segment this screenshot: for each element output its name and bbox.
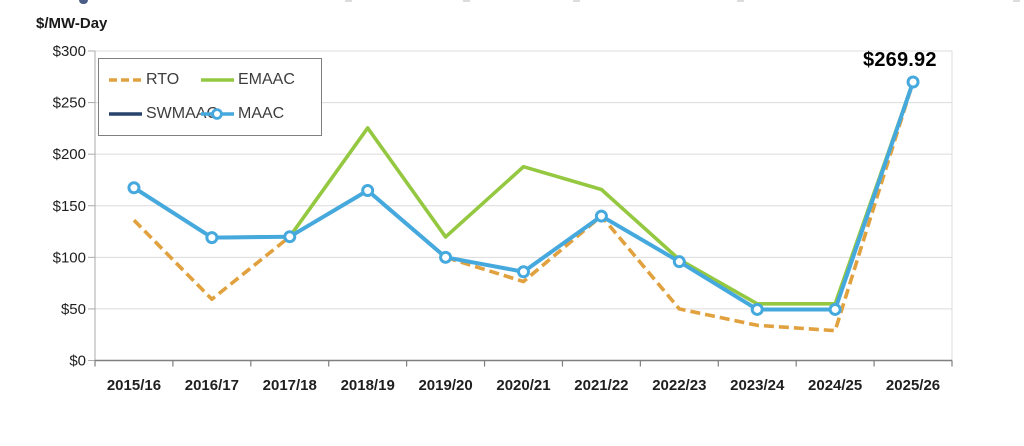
x-tick-label: 2015/16 (107, 377, 161, 394)
x-tick-label: 2024/25 (808, 377, 862, 394)
legend-item-rto: RTO (108, 67, 200, 93)
y-tick-label: $50 (61, 301, 86, 318)
value-axis-unit-label: $/MW-Day (36, 15, 108, 32)
y-tick-label: $200 (53, 146, 86, 163)
chart-legend: RTO EMAAC SWMAAC MAAC (98, 58, 322, 136)
series-marker-maac (750, 302, 764, 316)
legend-key-rto (109, 78, 142, 82)
x-tick-label: 2025/26 (886, 377, 940, 394)
cropped-top-artifact (79, 0, 88, 4)
series-line-rto (132, 81, 915, 333)
series-marker-maac (828, 302, 842, 316)
x-tick-label: 2016/17 (185, 377, 239, 394)
x-tick-label: 2020/21 (496, 377, 550, 394)
legend-item-maac: MAAC (200, 101, 321, 127)
x-tick-label: 2017/18 (263, 377, 317, 394)
series-marker-maac (361, 184, 375, 198)
y-tick-label: $100 (53, 249, 86, 266)
cropped-top-artifact (737, 0, 744, 2)
legend-label-maac: MAAC (238, 105, 285, 122)
legend-key-swmaac (109, 112, 142, 116)
x-tick-label: 2023/24 (730, 377, 785, 394)
legend-item-emaac: EMAAC (200, 67, 321, 93)
cropped-top-artifact (1013, 0, 1020, 2)
series-marker-maac (127, 181, 141, 195)
cropped-top-artifact (573, 0, 580, 2)
legend-item-swmaac: SWMAAC (108, 101, 218, 127)
series-marker-maac (517, 265, 530, 279)
y-tick-label: $0 (69, 353, 86, 370)
x-tick-label: 2019/20 (418, 377, 472, 394)
series-marker-maac (594, 209, 608, 223)
legend-key-maac (201, 108, 234, 120)
y-tick-label: $250 (53, 95, 86, 112)
x-tick-label: 2021/22 (574, 377, 628, 394)
x-tick-label: 2022/23 (652, 377, 706, 394)
legend-label-emaac: EMAAC (238, 71, 295, 88)
legend-label-swmaac: SWMAAC (146, 105, 218, 122)
y-tick-label: $300 (53, 43, 86, 60)
legend-label-rto: RTO (146, 71, 180, 88)
series-marker-maac (672, 255, 686, 269)
series-marker-maac (439, 250, 453, 264)
series-marker-maac (205, 231, 219, 245)
final-value-annotation: $269.92 (863, 49, 937, 71)
cropped-top-artifact (463, 0, 470, 2)
series-marker-maac (283, 230, 297, 244)
legend-key-emaac (201, 78, 234, 82)
series-marker-maac (906, 75, 920, 89)
cropped-top-artifact (345, 0, 352, 2)
y-tick-label: $150 (53, 198, 86, 215)
x-tick-label: 2018/19 (341, 377, 395, 394)
